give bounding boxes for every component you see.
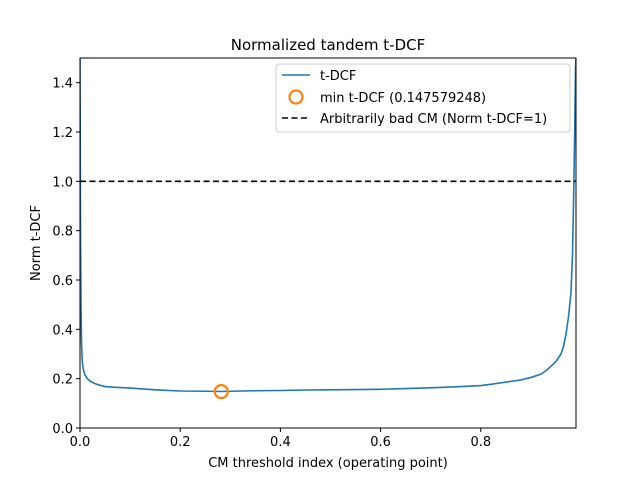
x-tick-label: 0.6 [370,435,391,450]
legend: t-DCF min t-DCF (0.147579248) Arbitrarily … [275,63,571,133]
y-axis: 0.0 0.2 0.4 0.6 0.8 1.0 1.2 1.4 [52,77,80,437]
y-tick-label: 0.2 [52,373,73,388]
y-tick-label: 0.6 [52,274,73,289]
y-tick-label: 0.8 [52,225,73,240]
x-axis: 0.0 0.2 0.4 0.6 0.8 [70,428,491,450]
x-tick-label: 0.8 [470,435,491,450]
legend-min-tdcf-swatch [288,89,304,105]
y-tick-label: 1.0 [52,175,73,190]
y-axis-label: Norm t-DCF [29,205,44,281]
legend-label: t-DCF [320,69,356,84]
tdcf-line [80,58,576,393]
legend-box [275,63,571,133]
y-tick-label: 0.0 [52,422,73,437]
legend-label: Arbitrarily bad CM (Norm t-DCF=1) [320,112,547,127]
y-tick-label: 0.4 [52,323,73,338]
y-tick-label: 1.4 [52,77,73,92]
chart-title: Normalized tandem t-DCF [231,36,426,54]
x-tick-label: 0.0 [70,435,91,450]
plot-frame [79,57,577,429]
y-tick-label: 1.2 [52,126,73,141]
series-layer [80,58,576,400]
legend-label: min t-DCF (0.147579248) [320,91,486,106]
x-tick-label: 0.4 [270,435,291,450]
legend-items: t-DCF min t-DCF (0.147579248) Arbitrarily … [282,69,547,127]
min-tdcf-marker [213,383,229,400]
x-tick-label: 0.2 [170,435,191,450]
x-axis-label: CM threshold index (operating point) [208,456,448,471]
